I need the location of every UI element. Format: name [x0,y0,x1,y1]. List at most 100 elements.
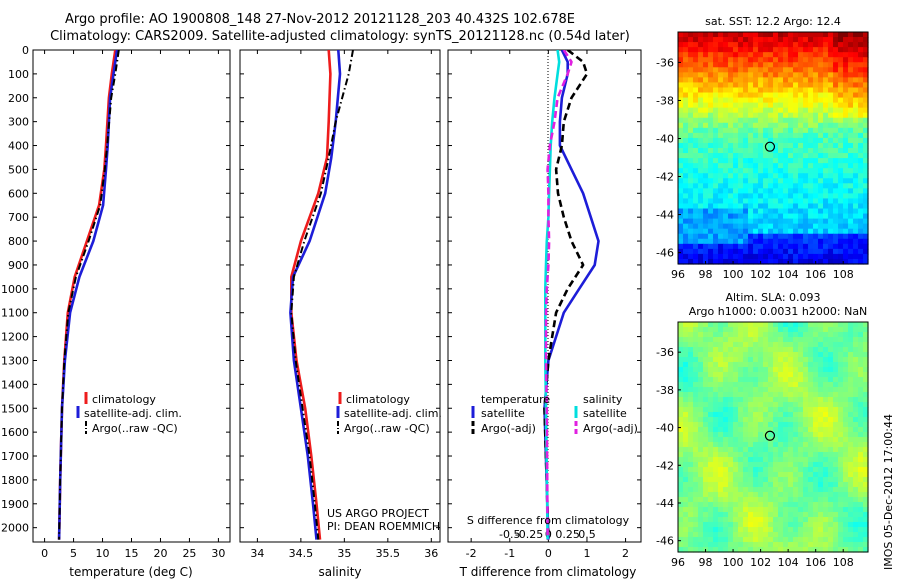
map-cell [753,97,759,104]
map-cell [723,497,729,503]
map-cell [713,137,719,144]
map-cell [763,117,769,124]
map-cell [793,52,799,58]
map-cell [833,47,839,53]
map-cell [753,457,759,463]
map-cell [793,387,799,393]
map-cell [678,502,684,508]
depth-tick-label: 100 [8,68,29,81]
map-cell [773,112,779,119]
map-cell [728,492,734,498]
map-cell [748,102,754,109]
map-cell [828,148,834,154]
map-cell [798,158,804,164]
map-cell [798,417,804,423]
map-cell [748,547,754,553]
map-cell [703,402,709,408]
map-cell [818,193,824,200]
map-cell [808,442,814,448]
map-cell [793,102,799,109]
map-cell [838,57,844,63]
map-cell [713,502,719,508]
map-cell [783,397,789,403]
map-cell [748,163,754,169]
map-cell [838,387,844,393]
map-cell [843,542,849,548]
map-cell [763,527,769,533]
map-cell [738,362,744,368]
series-line [58,50,120,540]
map-cell [813,153,819,159]
sst-map-title: sat. SST: 12.2 Argo: 12.4 [705,15,841,28]
map-cell [698,213,704,220]
map-cell [703,382,709,388]
map-cell [838,208,844,215]
map-cell [798,517,804,523]
map-cell [753,352,759,358]
map-cell [718,377,724,383]
map-cell [863,72,869,78]
map-cell [863,327,869,333]
map-cell [833,67,839,73]
map-cell [703,522,709,528]
map-cell [683,412,689,418]
map-cell [778,402,784,408]
map-cell [818,432,824,438]
map-cell [718,203,724,210]
x-tick-label: 34 [250,547,264,560]
map-cell [728,362,734,368]
map-cell [683,243,689,250]
map-cell [703,482,709,488]
map-cell [733,382,739,388]
map-cell [753,482,759,488]
map-cell [688,132,694,139]
map-cell [738,243,744,250]
map-cell [713,203,719,210]
map-cell [703,148,709,154]
map-cell [683,497,689,503]
map-cell [698,233,704,240]
map-cell [808,357,814,363]
map-cell [853,452,859,458]
map-cell [838,193,844,200]
map-cell [718,97,724,104]
map-cell [793,258,799,265]
map-cell [783,432,789,438]
map-cell [693,342,699,348]
map-cell [748,492,754,498]
map-cell [688,173,694,179]
map-cell [743,117,749,124]
map-cell [838,477,844,483]
map-cell [863,137,869,144]
map-cell [818,208,824,215]
map-cell [863,477,869,483]
map-cell [683,357,689,363]
map-cell [733,322,739,328]
map-cell [698,67,704,73]
map-cell [743,452,749,458]
map-cell [793,238,799,245]
map-cell [763,173,769,179]
map-cell [693,477,699,483]
map-cell [778,502,784,508]
map-cell [823,47,829,53]
map-cell [833,228,839,235]
map-cell [728,477,734,483]
map-cell [688,392,694,398]
map-cell [823,347,829,353]
salinity-panel-box [239,49,441,543]
map-cell [713,37,719,43]
map-cell [678,542,684,548]
map-cell [748,462,754,468]
map-cell [688,362,694,368]
map-cell [718,522,724,528]
map-cell [843,427,849,433]
map-cell [708,387,714,393]
map-cell [813,148,819,154]
map-cell [808,37,814,43]
map-cell [728,512,734,518]
map-cell [848,362,854,368]
map-cell [703,92,709,99]
map-cell [788,512,794,518]
map-cell [778,547,784,553]
